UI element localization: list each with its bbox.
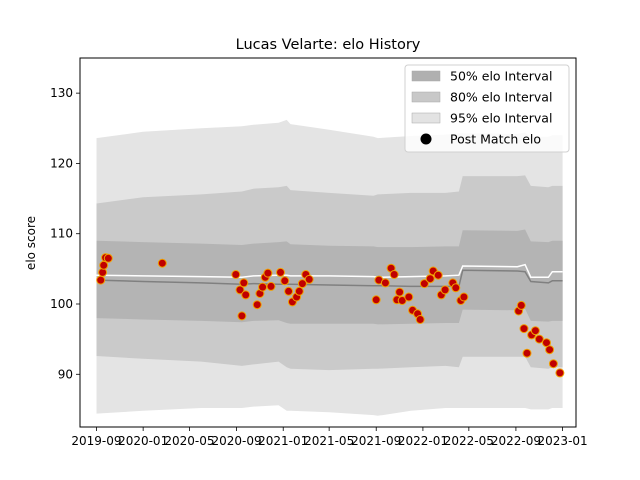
y-tick-label: 130 <box>50 86 73 100</box>
x-tick-label: 2021-01 <box>258 434 308 448</box>
post-match-point <box>459 292 469 302</box>
post-match-point <box>519 324 529 334</box>
x-tick-label: 2020-01 <box>118 434 168 448</box>
post-match-point <box>522 348 532 358</box>
x-tick-label: 2021-05 <box>304 434 354 448</box>
y-tick-label: 90 <box>58 367 73 381</box>
post-match-point <box>395 287 405 297</box>
post-match-point <box>534 334 544 344</box>
interval-bands <box>96 119 563 416</box>
post-match-point <box>415 315 425 324</box>
legend-label: 80% elo Interval <box>450 90 552 105</box>
post-match-point <box>157 258 167 268</box>
x-tick-label: 2022-09 <box>491 434 541 448</box>
post-match-point <box>99 260 109 270</box>
post-match-point <box>304 274 314 284</box>
post-match-point <box>440 285 450 295</box>
post-match-point <box>545 345 555 355</box>
post-match-point <box>241 290 251 300</box>
x-axis: 2019-092020-012020-052020-092021-012021-… <box>71 427 588 448</box>
post-match-point <box>237 311 247 321</box>
post-match-point <box>297 279 307 289</box>
post-match-point <box>425 274 435 284</box>
legend-swatch <box>411 70 441 82</box>
post-match-point <box>258 282 268 292</box>
post-match-point <box>555 368 565 378</box>
post-match-point <box>433 270 443 280</box>
post-match-point <box>235 285 245 295</box>
legend-box <box>404 64 570 153</box>
legend-swatch <box>411 91 441 103</box>
x-tick-label: 2020-05 <box>164 434 214 448</box>
plot-frame <box>79 57 577 428</box>
legend: 50% elo Interval 80% elo Interval 95% elo … <box>404 64 570 153</box>
post-match-point <box>389 270 399 279</box>
post-match-point <box>451 283 461 293</box>
x-tick-label: 2022-05 <box>444 434 494 448</box>
post-match-point <box>231 270 241 279</box>
x-tick-label: 2021-09 <box>351 434 401 448</box>
post-match-point <box>239 278 249 288</box>
post-match-point <box>530 326 540 336</box>
x-tick-label: 2019-09 <box>71 434 121 448</box>
post-match-point <box>280 276 290 286</box>
post-match-point <box>404 292 414 302</box>
post-match-point <box>252 300 262 310</box>
legend-marker <box>420 133 432 145</box>
post-match-point <box>96 275 106 285</box>
post-match-point <box>380 278 390 288</box>
legend-label: Post Match elo <box>450 132 541 147</box>
post-match-points <box>96 253 565 378</box>
legend-swatch <box>411 112 441 124</box>
post-match-point <box>276 267 285 277</box>
post-match-point <box>266 281 276 291</box>
y-tick-label: 120 <box>50 156 73 170</box>
legend-label: 95% elo Interval <box>450 111 552 126</box>
post-match-point <box>419 279 429 289</box>
post-match-point <box>284 286 294 296</box>
post-match-point <box>103 253 113 263</box>
x-tick-label: 2020-09 <box>211 434 261 448</box>
post-match-point <box>516 300 526 310</box>
x-tick-label: 2023-01 <box>538 434 588 448</box>
legend-label: 50% elo Interval <box>450 69 552 84</box>
chart-title: Lucas Velarte: elo History <box>236 37 421 53</box>
post-match-point <box>548 359 558 369</box>
y-tick-label: 100 <box>50 297 73 311</box>
x-tick-label: 2022-01 <box>398 434 448 448</box>
y-axis: 90 100 110 120 130 <box>50 86 80 381</box>
post-match-point <box>263 268 273 278</box>
post-match-point <box>371 295 381 305</box>
y-axis-title: elo score <box>24 216 38 270</box>
band-50 <box>96 229 563 325</box>
post-match-point <box>294 286 304 296</box>
y-tick-label: 110 <box>50 227 73 241</box>
